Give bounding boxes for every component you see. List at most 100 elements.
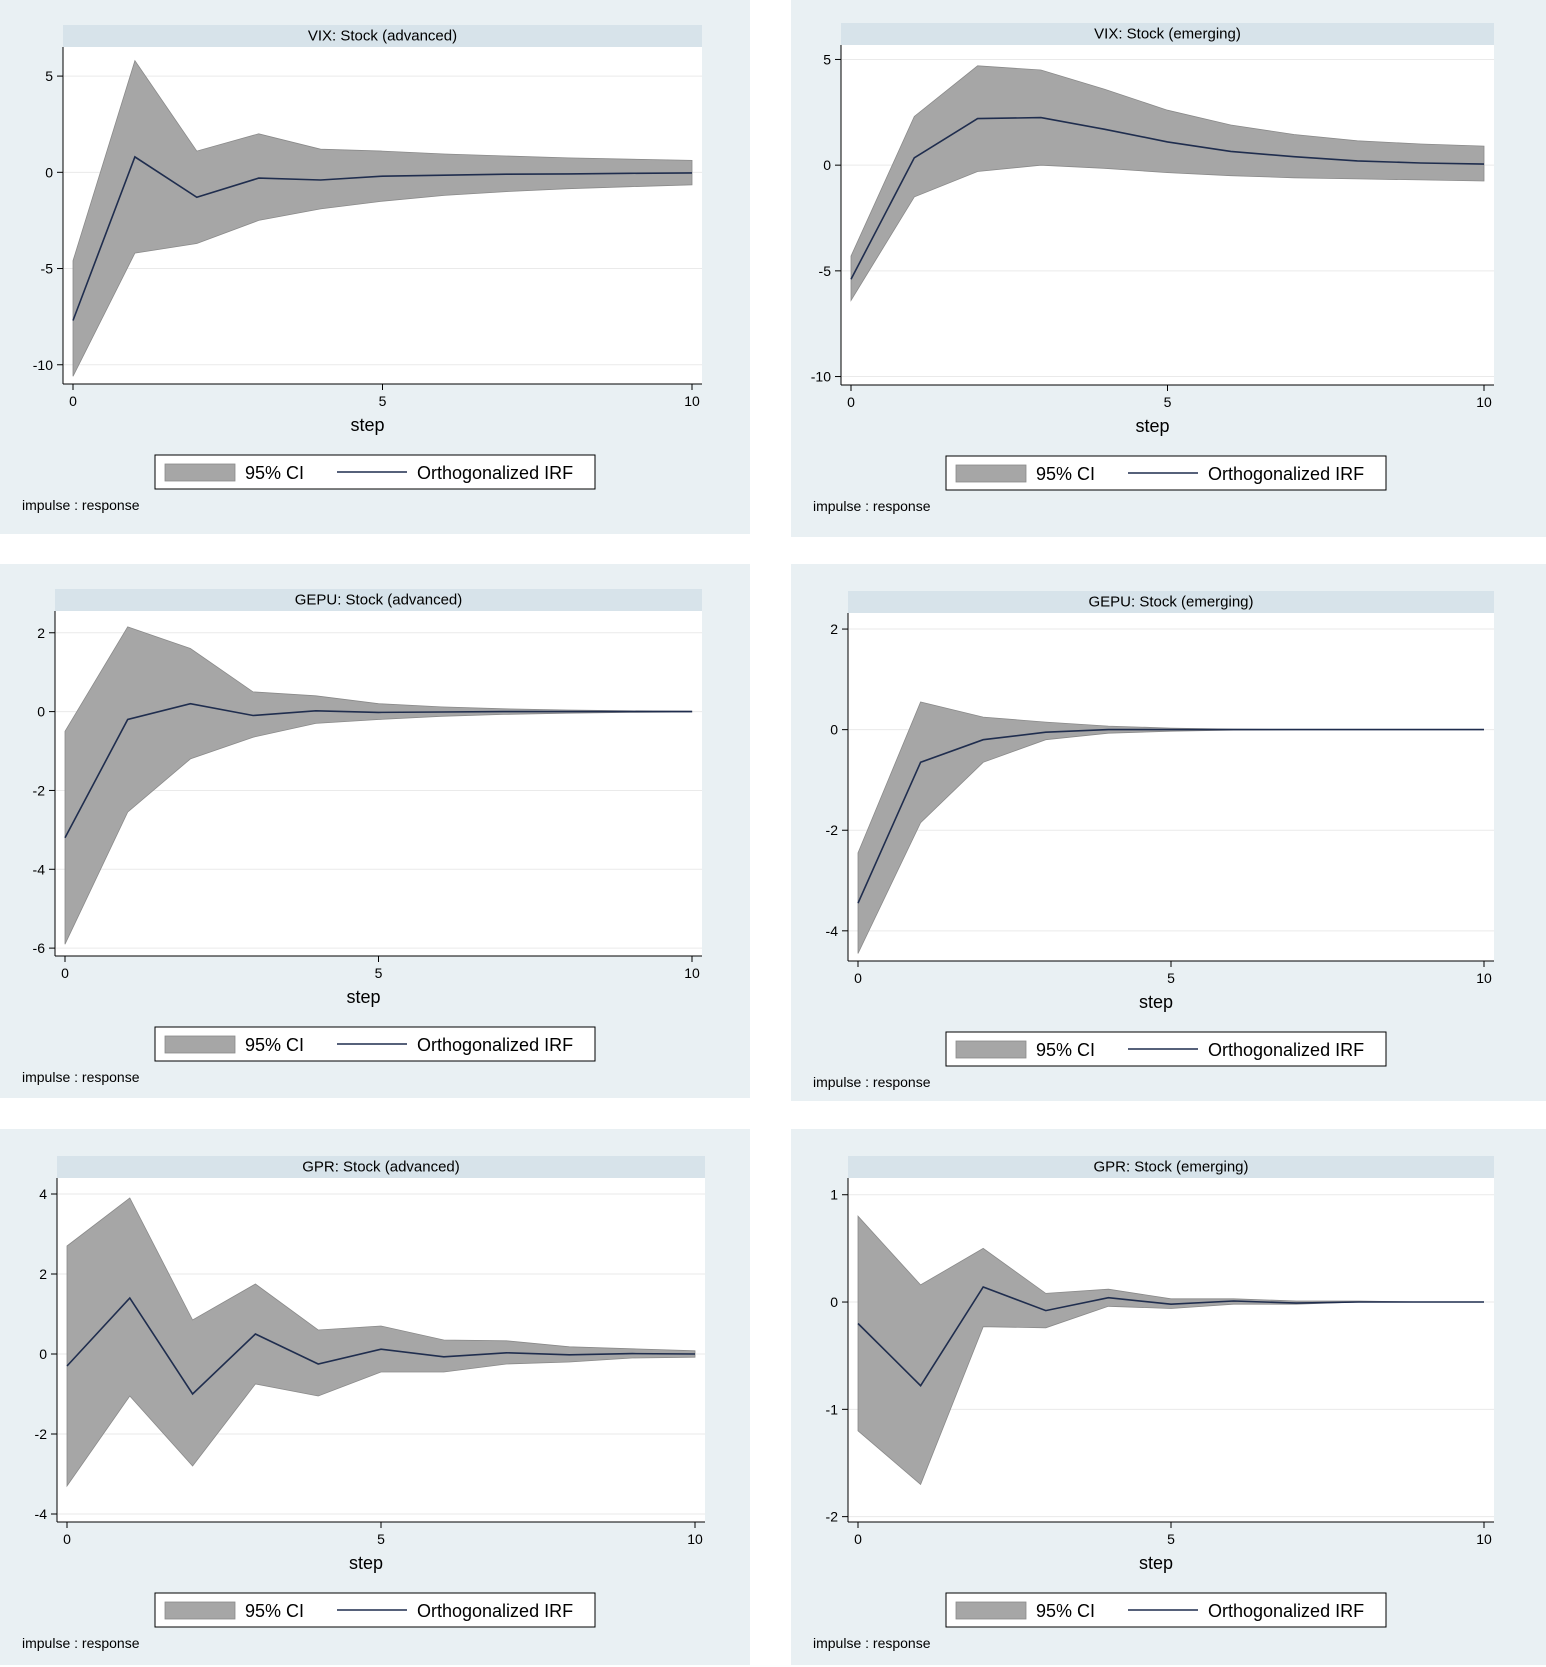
- legend-irf-label: Orthogonalized IRF: [1208, 1040, 1364, 1060]
- y-tick-label: 2: [39, 1266, 47, 1282]
- chart-panel-gepu-emerging: GEPU: Stock (emerging) 2 0 -2 -4 0 5 10 step 95% …: [791, 564, 1546, 1101]
- y-tick-label: -4: [33, 861, 46, 877]
- title-strip: [57, 1156, 705, 1178]
- legend-ci-swatch: [164, 1601, 236, 1620]
- chart-svg: GEPU: Stock (advanced) 2 0 -2 -4 -6 0 5 10 step 95…: [22, 589, 702, 1085]
- y-tick-label: -6: [33, 940, 46, 956]
- legend-ci-label: 95% CI: [245, 1035, 304, 1055]
- chart-panel-gpr-advanced: GPR: Stock (advanced) 4 2 0 -2 -4 0 5 10 step 95% …: [0, 1129, 750, 1665]
- x-tick-label: 10: [1476, 394, 1492, 410]
- y-tick-label: 0: [37, 704, 45, 720]
- y-tick-label: 2: [830, 621, 838, 637]
- impulse-response-note: impulse : response: [813, 1635, 931, 1651]
- legend-ci-swatch: [955, 1601, 1027, 1620]
- y-tick-label: -10: [811, 369, 831, 385]
- y-tick-label: -5: [819, 263, 832, 279]
- y-tick-label: -2: [33, 782, 46, 798]
- impulse-response-note: impulse : response: [22, 1069, 140, 1085]
- legend-irf-label: Orthogonalized IRF: [1208, 1601, 1364, 1621]
- legend-ci-swatch: [955, 1040, 1027, 1059]
- legend-ci-swatch: [955, 464, 1027, 483]
- y-tick-label: -2: [826, 822, 839, 838]
- y-tick-label: 1: [830, 1187, 838, 1203]
- impulse-response-note: impulse : response: [22, 1635, 140, 1651]
- chart-svg: VIX: Stock (emerging) 5 0 -5 -10 0 5 10 step 95% …: [811, 23, 1494, 514]
- x-tick-label: 10: [684, 393, 700, 409]
- chart-title: VIX: Stock (emerging): [1094, 26, 1241, 43]
- chart-panel-vix-advanced: VIX: Stock (advanced) 5 0 -5 -10 0 5 10 step 95% …: [0, 0, 750, 534]
- x-tick-label: 0: [854, 970, 862, 986]
- legend-ci-label: 95% CI: [1036, 464, 1095, 484]
- x-axis-label: step: [350, 415, 384, 435]
- legend-irf-label: Orthogonalized IRF: [417, 1035, 573, 1055]
- chart-title: GEPU: Stock (advanced): [295, 592, 463, 609]
- x-tick-label: 0: [63, 1531, 71, 1547]
- x-tick-label: 0: [69, 393, 77, 409]
- legend-ci-swatch: [164, 1035, 236, 1054]
- x-axis-label: step: [1139, 992, 1173, 1012]
- x-tick-label: 5: [1164, 394, 1172, 410]
- x-tick-label: 5: [375, 965, 383, 981]
- title-strip: [841, 23, 1494, 45]
- x-tick-label: 0: [854, 1531, 862, 1547]
- chart-svg: GEPU: Stock (emerging) 2 0 -2 -4 0 5 10 step 95% …: [813, 591, 1494, 1090]
- impulse-response-note: impulse : response: [813, 498, 931, 514]
- legend-ci-label: 95% CI: [245, 463, 304, 483]
- y-tick-label: 5: [45, 68, 53, 84]
- y-tick-label: -4: [826, 923, 839, 939]
- legend-ci-label: 95% CI: [1036, 1040, 1095, 1060]
- y-tick-label: -10: [33, 357, 53, 373]
- ci-band: [850, 65, 1485, 302]
- y-tick-label: 5: [823, 51, 831, 67]
- title-strip: [55, 589, 702, 611]
- x-axis-label: step: [1135, 416, 1169, 436]
- chart-panel-vix-emerging: VIX: Stock (emerging) 5 0 -5 -10 0 5 10 step 95% …: [791, 0, 1546, 537]
- x-tick-label: 5: [1167, 970, 1175, 986]
- y-tick-label: -4: [35, 1506, 48, 1522]
- title-strip: [63, 25, 702, 47]
- y-tick-label: 2: [37, 625, 45, 641]
- irf-line: [72, 155, 693, 321]
- y-tick-label: -2: [35, 1426, 48, 1442]
- y-tick-label: -1: [826, 1401, 839, 1417]
- y-tick-label: -2: [826, 1509, 839, 1525]
- ci-band: [66, 1197, 696, 1488]
- chart-svg: VIX: Stock (advanced) 5 0 -5 -10 0 5 10 step 95% …: [22, 25, 702, 513]
- y-tick-label: 0: [830, 722, 838, 738]
- x-axis-label: step: [1139, 1553, 1173, 1573]
- x-axis-label: step: [349, 1553, 383, 1573]
- irf-line: [64, 702, 692, 839]
- legend-ci-swatch: [164, 463, 236, 482]
- legend-irf-label: Orthogonalized IRF: [417, 1601, 573, 1621]
- title-strip: [848, 591, 1494, 613]
- x-tick-label: 10: [687, 1531, 703, 1547]
- x-tick-label: 10: [684, 965, 700, 981]
- chart-title: GEPU: Stock (emerging): [1088, 594, 1253, 611]
- chart-svg: GPR: Stock (advanced) 4 2 0 -2 -4 0 5 10 step 95% …: [22, 1156, 705, 1651]
- title-strip: [848, 1156, 1494, 1178]
- irf-line: [850, 116, 1485, 280]
- irf-line: [857, 728, 1484, 904]
- legend-ci-label: 95% CI: [245, 1601, 304, 1621]
- legend-ci-label: 95% CI: [1036, 1601, 1095, 1621]
- legend-irf-label: Orthogonalized IRF: [417, 463, 573, 483]
- irf-line: [857, 1286, 1484, 1387]
- x-tick-label: 10: [1476, 1531, 1492, 1547]
- x-tick-label: 5: [377, 1531, 385, 1547]
- y-tick-label: 0: [830, 1294, 838, 1310]
- ci-band: [72, 59, 693, 377]
- plot-area: [841, 45, 1494, 385]
- chart-title: GPR: Stock (emerging): [1093, 1159, 1248, 1176]
- y-tick-label: 0: [45, 164, 53, 180]
- chart-panel-gpr-emerging: GPR: Stock (emerging) 1 0 -1 -2 0 5 10 step 95% C…: [791, 1129, 1546, 1665]
- y-tick-label: 0: [823, 157, 831, 173]
- irf-line: [66, 1296, 696, 1396]
- chart-title: VIX: Stock (advanced): [308, 28, 457, 45]
- x-tick-label: 5: [379, 393, 387, 409]
- legend-irf-label: Orthogonalized IRF: [1208, 464, 1364, 484]
- x-axis-label: step: [346, 987, 380, 1007]
- chart-panel-gepu-advanced: GEPU: Stock (advanced) 2 0 -2 -4 -6 0 5 10 step 95…: [0, 564, 750, 1098]
- x-tick-label: 0: [847, 394, 855, 410]
- impulse-response-note: impulse : response: [813, 1074, 931, 1090]
